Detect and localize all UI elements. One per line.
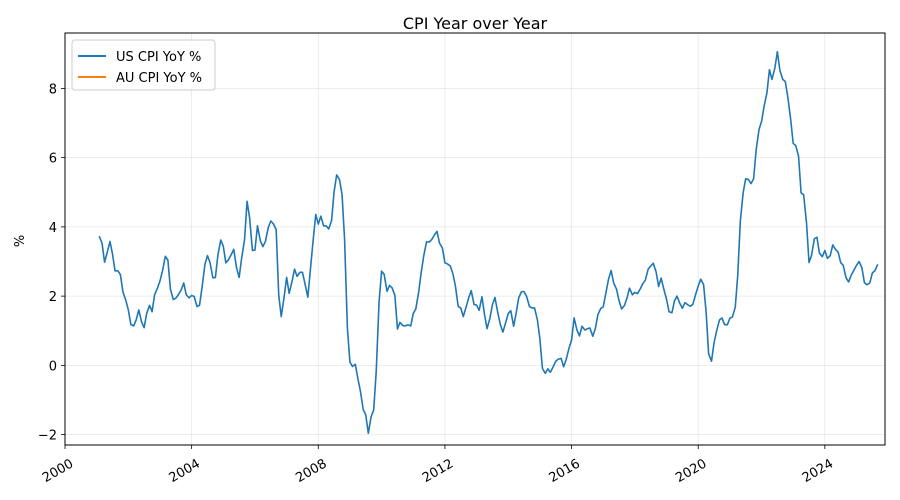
series-lines (98, 50, 879, 435)
legend-label-au-cpi: AU CPI YoY % (116, 71, 202, 86)
y-tick-label: 0 (49, 359, 57, 374)
y-tick-label: −2 (38, 429, 57, 444)
chart-title: CPI Year over Year (403, 14, 548, 33)
y-tick-label: 6 (49, 152, 57, 167)
y-axis-label: % (13, 235, 28, 247)
legend: US CPI YoY % AU CPI YoY % (71, 39, 216, 91)
y-tick-label: 2 (49, 290, 57, 305)
y-axis: −2 0 2 4 6 8 (38, 82, 65, 444)
legend-box (71, 39, 216, 91)
grid-lines (64, 33, 885, 445)
y-tick-label: 4 (49, 221, 57, 236)
y-tick-label: 8 (49, 82, 57, 97)
series-line-us-cpi-yoy (98, 50, 879, 435)
plot-frame (64, 32, 886, 446)
legend-label-us-cpi: US CPI YoY % (116, 50, 201, 65)
